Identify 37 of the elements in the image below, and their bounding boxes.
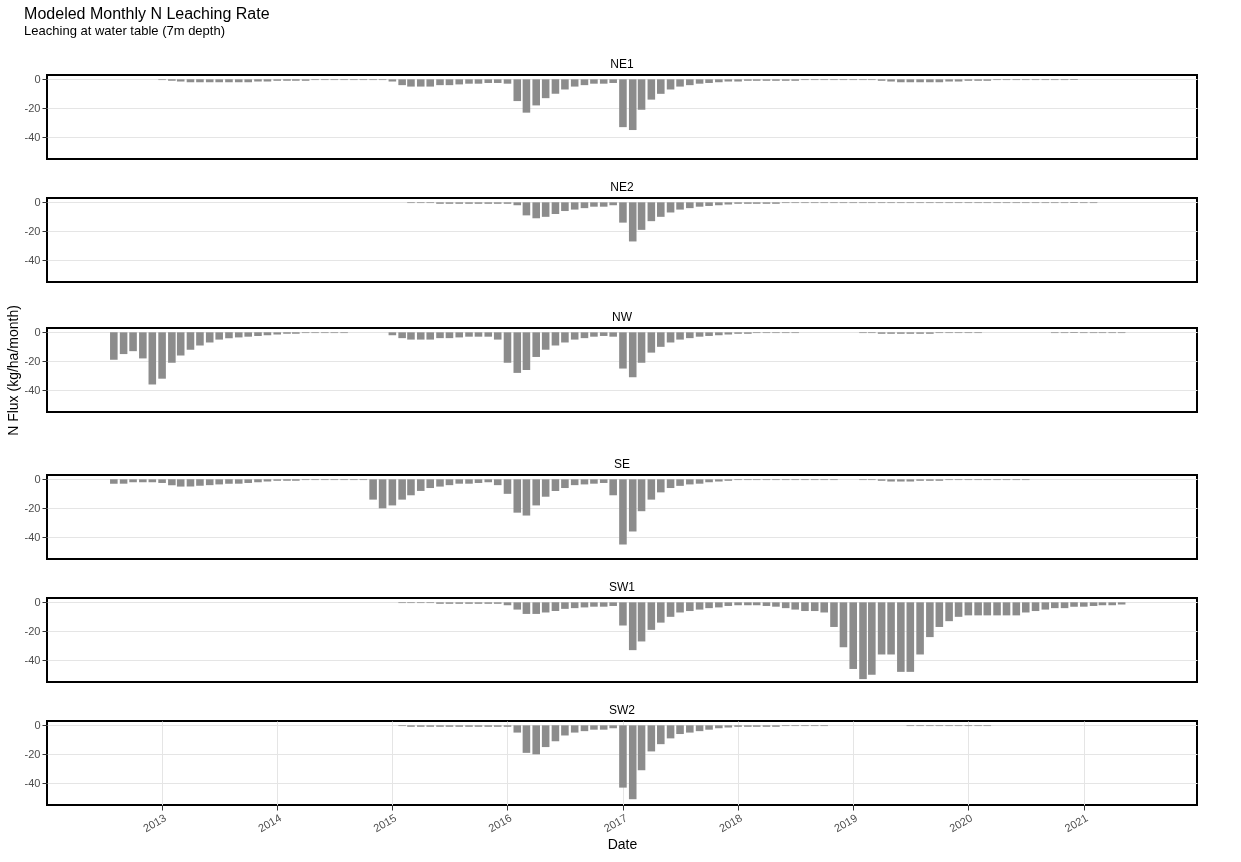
y-tick-label: -40 [24, 776, 41, 789]
x-tick-label: 2013 [140, 811, 169, 835]
x-tick-label: 2014 [256, 811, 284, 835]
x-tick-label: 2017 [601, 811, 629, 835]
y-tick-label: -40 [24, 383, 41, 396]
x-tick-label: 2020 [947, 811, 975, 835]
x-tick-label: 2021 [1062, 811, 1090, 835]
x-tick-label: 2018 [716, 811, 745, 835]
y-tick-label: -40 [24, 253, 41, 266]
y-tick-label: 0 [34, 718, 41, 731]
y-tick-label: 0 [34, 195, 41, 208]
x-tick-label: 2015 [371, 811, 399, 835]
y-tick-label: -20 [24, 624, 41, 637]
series-label: NE1 [610, 57, 634, 71]
chart-subtitle: Leaching at water table (7m depth) [24, 23, 226, 38]
x-tick-label: 2019 [832, 811, 860, 835]
series-label: NE2 [610, 180, 634, 194]
series-label: NW [612, 310, 633, 324]
series-label: SW2 [608, 703, 636, 717]
series-label: SE [613, 457, 631, 471]
y-tick-label: 0 [34, 72, 41, 85]
y-tick-label: -20 [24, 224, 41, 237]
y-tick-label: 0 [34, 325, 41, 338]
y-tick-label: -40 [24, 530, 41, 543]
y-axis-title: N Flux (kg/ha/month) [4, 305, 21, 436]
y-tick-label: -40 [24, 130, 41, 143]
chart-title: Modeled Monthly N Leaching Rate [24, 5, 270, 22]
y-tick-label: -20 [24, 501, 41, 514]
series-label: SW1 [608, 580, 636, 594]
x-tick-label: 2016 [486, 811, 514, 835]
y-tick-label: -20 [24, 354, 41, 367]
y-tick-label: -20 [24, 101, 41, 114]
y-tick-label: 0 [34, 595, 41, 608]
y-tick-label: 0 [34, 472, 41, 485]
x-axis-title: Date [607, 836, 638, 853]
y-tick-label: -20 [24, 747, 41, 760]
y-tick-label: -40 [24, 653, 41, 666]
